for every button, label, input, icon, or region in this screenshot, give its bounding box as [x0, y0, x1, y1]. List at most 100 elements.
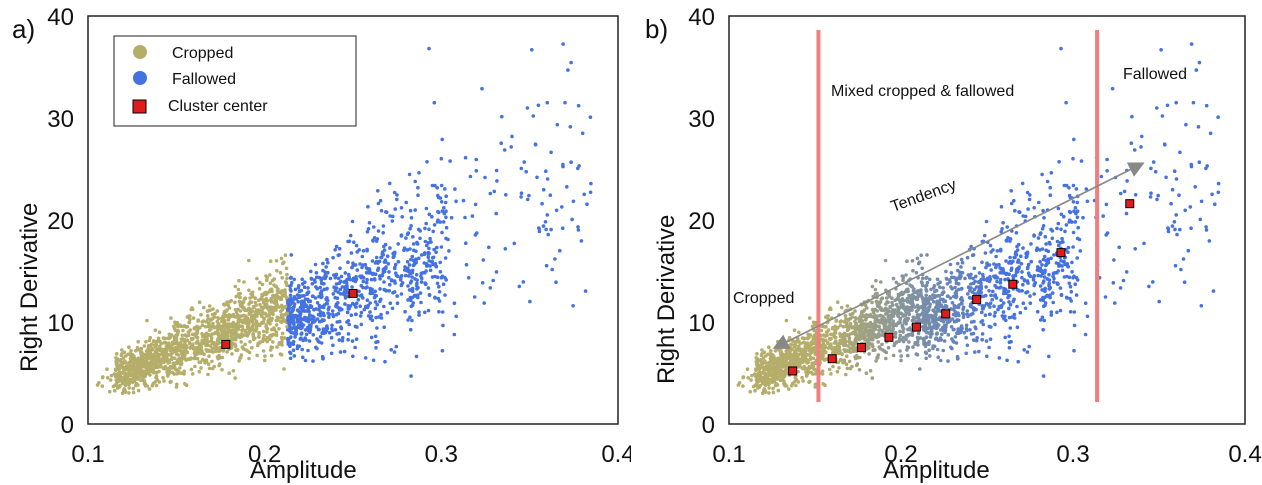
data-point: [781, 354, 785, 358]
data-point: [331, 312, 335, 317]
data-point: [904, 322, 908, 326]
data-point: [1036, 236, 1041, 240]
data-point: [1213, 202, 1217, 206]
data-point: [1064, 223, 1069, 227]
data-point: [870, 376, 875, 380]
data-point: [437, 284, 441, 289]
data-point: [211, 350, 215, 354]
data-point: [319, 278, 324, 283]
data-point: [977, 349, 981, 354]
data-point: [985, 354, 989, 359]
data-point: [916, 331, 921, 336]
data-point: [1083, 301, 1088, 306]
data-point: [424, 282, 428, 286]
data-point: [965, 255, 970, 260]
data-point: [848, 312, 853, 317]
data-point: [924, 289, 929, 293]
data-point: [268, 281, 273, 286]
data-point: [150, 383, 155, 388]
data-point: [312, 307, 316, 312]
data-point: [875, 356, 879, 360]
data-point: [196, 318, 200, 323]
data-point: [373, 289, 378, 294]
data-point: [801, 366, 805, 370]
data-point: [247, 288, 251, 293]
data-point: [432, 223, 437, 227]
data-point: [754, 356, 758, 360]
data-point: [918, 367, 922, 371]
data-point: [343, 296, 348, 300]
data-point: [1007, 334, 1011, 339]
data-point: [353, 312, 358, 317]
data-point: [831, 325, 835, 330]
data-point: [804, 353, 808, 357]
data-point: [1027, 344, 1031, 349]
data-point: [857, 330, 862, 334]
data-point: [419, 300, 423, 305]
data-point: [495, 179, 499, 183]
data-point: [204, 320, 209, 324]
data-point: [359, 310, 364, 315]
data-point: [1025, 350, 1030, 354]
data-point: [845, 304, 850, 308]
data-point: [192, 346, 196, 350]
data-point: [571, 304, 575, 308]
data-point: [767, 386, 771, 390]
data-point: [235, 348, 240, 352]
data-point: [128, 359, 133, 364]
data-point: [440, 209, 445, 213]
data-point: [277, 327, 281, 331]
data-point: [269, 353, 274, 358]
data-point: [349, 313, 354, 318]
data-point: [1057, 160, 1061, 164]
data-point: [1021, 301, 1026, 306]
data-point: [417, 171, 421, 175]
data-point: [750, 373, 754, 378]
data-point: [301, 323, 306, 327]
data-point: [283, 253, 288, 257]
data-point: [976, 280, 981, 284]
data-point: [142, 344, 147, 348]
data-point: [139, 350, 143, 355]
data-point: [315, 301, 320, 305]
data-point: [1056, 269, 1060, 273]
data-point: [291, 313, 295, 318]
data-point: [252, 322, 256, 326]
data-point: [955, 330, 960, 334]
data-point: [399, 283, 404, 288]
data-point: [232, 330, 236, 334]
data-point: [195, 339, 200, 343]
data-point: [301, 306, 306, 311]
data-point: [386, 262, 391, 266]
data-point: [265, 327, 270, 331]
data-point: [373, 278, 377, 282]
data-point: [1025, 250, 1030, 255]
data-point: [1041, 298, 1045, 303]
data-point: [184, 344, 189, 348]
data-point: [915, 340, 920, 344]
data-point: [862, 314, 866, 319]
data-point: [132, 370, 136, 374]
data-point: [416, 185, 420, 190]
x-tick-label: 0.3: [425, 441, 458, 468]
cluster-centers-b: [788, 199, 1135, 376]
data-point: [811, 346, 816, 350]
data-point: [173, 362, 177, 366]
x-tick-labels-a: 0.1 0.2 0.3 0.4: [71, 441, 631, 468]
data-point: [333, 328, 338, 332]
data-point: [119, 353, 124, 358]
data-point: [965, 309, 970, 313]
data-point: [409, 224, 413, 228]
data-point: [368, 291, 373, 296]
data-point: [1074, 276, 1079, 280]
data-point: [531, 114, 535, 118]
data-point: [309, 304, 314, 309]
data-point: [346, 337, 350, 342]
data-point: [1024, 290, 1028, 295]
data-point: [884, 356, 888, 361]
data-point: [207, 304, 212, 308]
data-point: [153, 344, 158, 349]
data-point: [154, 364, 159, 368]
